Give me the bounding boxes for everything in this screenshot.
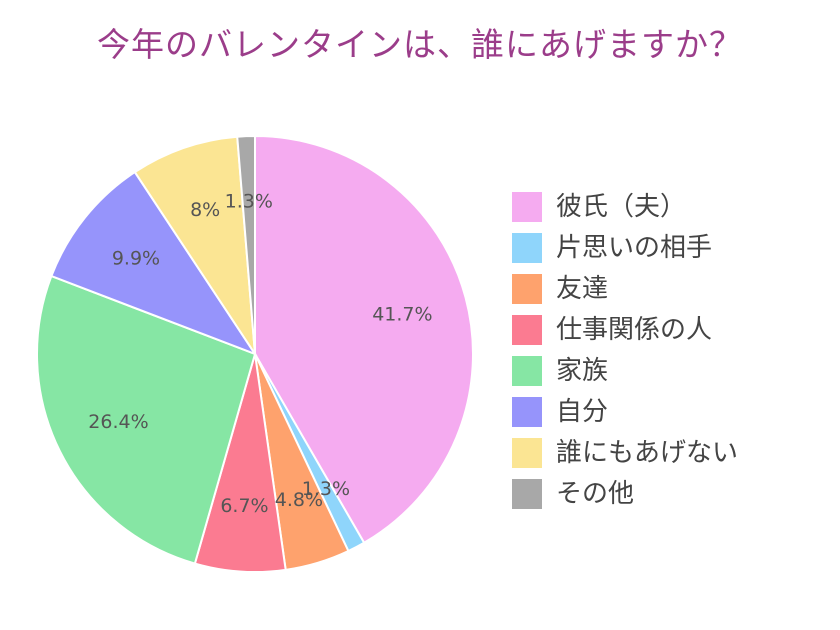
slice-labels: 41.7%1.3%4.8%6.7%26.4%9.9%8% 1.3% (88, 191, 432, 518)
legend-swatch-5 (512, 356, 542, 386)
legend-label-6: 自分 (556, 397, 608, 427)
legend-label-2: 片思いの相手 (556, 233, 712, 263)
slice-label-2: 1.3% (302, 478, 350, 500)
pie-slice-7 (133, 135, 256, 355)
pie-slice-5 (36, 274, 257, 565)
legend-swatch-4 (512, 315, 542, 345)
pie-slice-6 (50, 170, 258, 357)
pie-slices (36, 134, 474, 573)
legend-swatch-3 (512, 274, 542, 304)
legend-label-5: 家族 (556, 356, 608, 386)
slice-label-1: 41.7% (372, 303, 432, 325)
slice-label-4: 6.7% (220, 495, 268, 517)
slice-label-3: 4.8% (275, 489, 323, 511)
slice-label-6: 9.9% (112, 247, 160, 269)
legend-swatch-6 (512, 397, 542, 427)
legend-label-4: 仕事関係の人 (556, 315, 712, 345)
legend-swatch-8 (512, 479, 542, 509)
slice-label-5: 26.4% (88, 411, 148, 433)
legend-label-3: 友達 (556, 274, 608, 304)
legend-label-7: 誰にもあげない (556, 438, 738, 468)
chart-title: 今年のバレンタインは、誰にあげますか？ (97, 25, 743, 64)
slice-label-8: 1.3% (225, 191, 273, 213)
legend-swatch-2 (512, 233, 542, 263)
pie-slice-1 (254, 134, 474, 545)
legend-label-8: その他 (556, 479, 634, 509)
pie-slice-8 (236, 134, 256, 355)
legend-swatch-1 (512, 192, 542, 222)
legend-label-1: 彼氏（夫） (556, 192, 686, 222)
legend-swatch-7 (512, 438, 542, 468)
slice-label-7: 8% (190, 199, 220, 221)
